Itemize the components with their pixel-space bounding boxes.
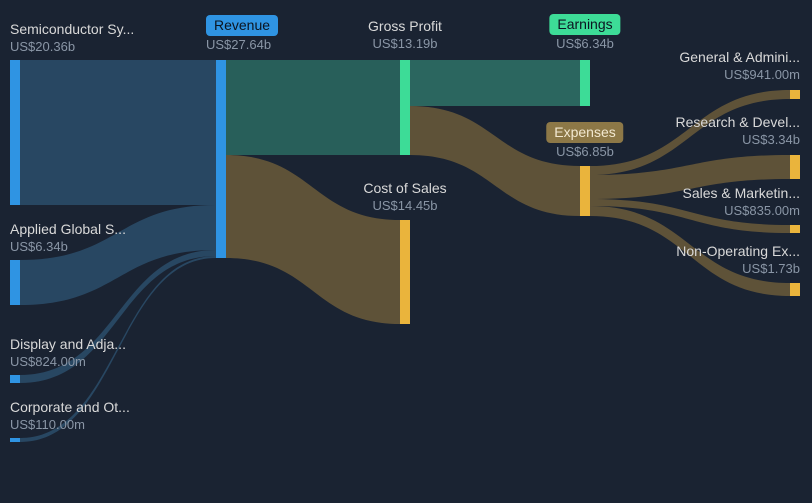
node-label-research_dev: Research & Devel... xyxy=(676,114,801,130)
node-label-corporate: Corporate and Ot... xyxy=(10,399,130,415)
sankey-node-cost_of_sales xyxy=(400,220,410,324)
node-label-display: Display and Adja... xyxy=(10,336,126,352)
sankey-node-semiconductor xyxy=(10,60,20,205)
node-label-applied_global: Applied Global S... xyxy=(10,221,126,237)
node-label-cost_of_sales: Cost of Sales xyxy=(363,180,446,196)
sankey-node-earnings xyxy=(580,60,590,106)
sankey-node-corporate xyxy=(10,438,20,442)
node-value-research_dev: US$3.34b xyxy=(742,132,800,147)
sankey-node-sales_mkt xyxy=(790,225,800,233)
node-value-display: US$824.00m xyxy=(10,354,86,369)
node-value-corporate: US$110.00m xyxy=(10,417,85,432)
sankey-link xyxy=(226,60,400,155)
sankey-link xyxy=(410,60,580,106)
node-label-sales_mkt: Sales & Marketin... xyxy=(683,185,801,201)
node-value-expenses: US$6.85b xyxy=(556,144,614,159)
node-value-cost_of_sales: US$14.45b xyxy=(372,198,437,213)
sankey-node-display xyxy=(10,375,20,383)
sankey-node-gen_admin xyxy=(790,90,800,99)
node-label-gross_profit: Gross Profit xyxy=(368,18,442,34)
node-label-gen_admin: General & Admini... xyxy=(679,49,800,65)
node-value-sales_mkt: US$835.00m xyxy=(724,203,800,218)
sankey-node-expenses xyxy=(580,166,590,216)
sankey-node-research_dev xyxy=(790,155,800,179)
node-label-semiconductor: Semiconductor Sy... xyxy=(10,21,134,37)
node-value-applied_global: US$6.34b xyxy=(10,239,68,254)
sankey-chart: Semiconductor Sy... US$20.36b Applied Glob… xyxy=(0,0,812,503)
node-value-non_op: US$1.73b xyxy=(742,261,800,276)
node-value-revenue: US$27.64b xyxy=(206,37,271,52)
sankey-node-applied_global xyxy=(10,260,20,305)
sankey-node-gross_profit xyxy=(400,60,410,155)
node-label-non_op: Non-Operating Ex... xyxy=(676,243,800,259)
node-value-earnings: US$6.34b xyxy=(556,36,614,51)
node-value-gross_profit: US$13.19b xyxy=(372,36,437,51)
node-value-semiconductor: US$20.36b xyxy=(10,39,75,54)
node-value-gen_admin: US$941.00m xyxy=(724,67,800,82)
sankey-node-revenue xyxy=(216,60,226,258)
sankey-node-non_op xyxy=(790,283,800,296)
sankey-link xyxy=(20,60,216,205)
